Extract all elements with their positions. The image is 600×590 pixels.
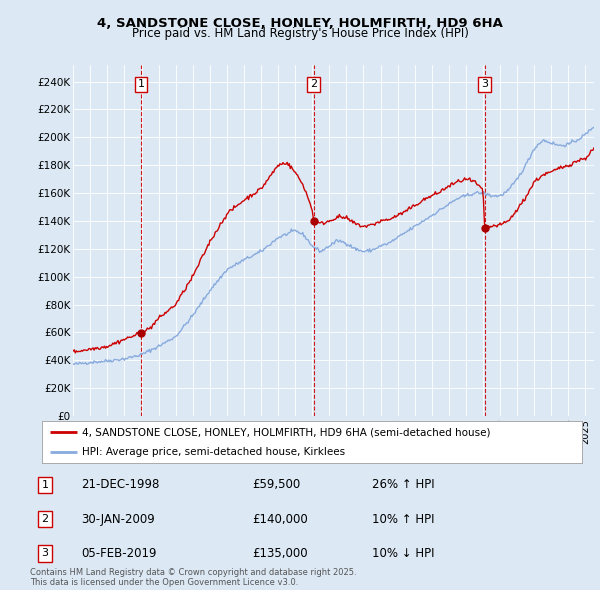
Text: HPI: Average price, semi-detached house, Kirklees: HPI: Average price, semi-detached house,… — [83, 447, 346, 457]
Text: Contains HM Land Registry data © Crown copyright and database right 2025.
This d: Contains HM Land Registry data © Crown c… — [30, 568, 356, 587]
Text: £140,000: £140,000 — [252, 513, 308, 526]
Text: 10% ↑ HPI: 10% ↑ HPI — [372, 513, 434, 526]
Text: 26% ↑ HPI: 26% ↑ HPI — [372, 478, 434, 491]
Text: 30-JAN-2009: 30-JAN-2009 — [81, 513, 155, 526]
Text: 3: 3 — [481, 80, 488, 90]
Text: 10% ↓ HPI: 10% ↓ HPI — [372, 547, 434, 560]
Text: 2: 2 — [310, 80, 317, 90]
Text: 2: 2 — [41, 514, 49, 524]
Text: £59,500: £59,500 — [252, 478, 300, 491]
Text: 1: 1 — [137, 80, 145, 90]
Text: 05-FEB-2019: 05-FEB-2019 — [81, 547, 157, 560]
Text: £135,000: £135,000 — [252, 547, 308, 560]
Text: 4, SANDSTONE CLOSE, HONLEY, HOLMFIRTH, HD9 6HA (semi-detached house): 4, SANDSTONE CLOSE, HONLEY, HOLMFIRTH, H… — [83, 427, 491, 437]
Text: 21-DEC-1998: 21-DEC-1998 — [81, 478, 160, 491]
Text: 4, SANDSTONE CLOSE, HONLEY, HOLMFIRTH, HD9 6HA: 4, SANDSTONE CLOSE, HONLEY, HOLMFIRTH, H… — [97, 17, 503, 30]
Text: 3: 3 — [41, 549, 49, 558]
Text: 1: 1 — [41, 480, 49, 490]
Text: Price paid vs. HM Land Registry's House Price Index (HPI): Price paid vs. HM Land Registry's House … — [131, 27, 469, 40]
